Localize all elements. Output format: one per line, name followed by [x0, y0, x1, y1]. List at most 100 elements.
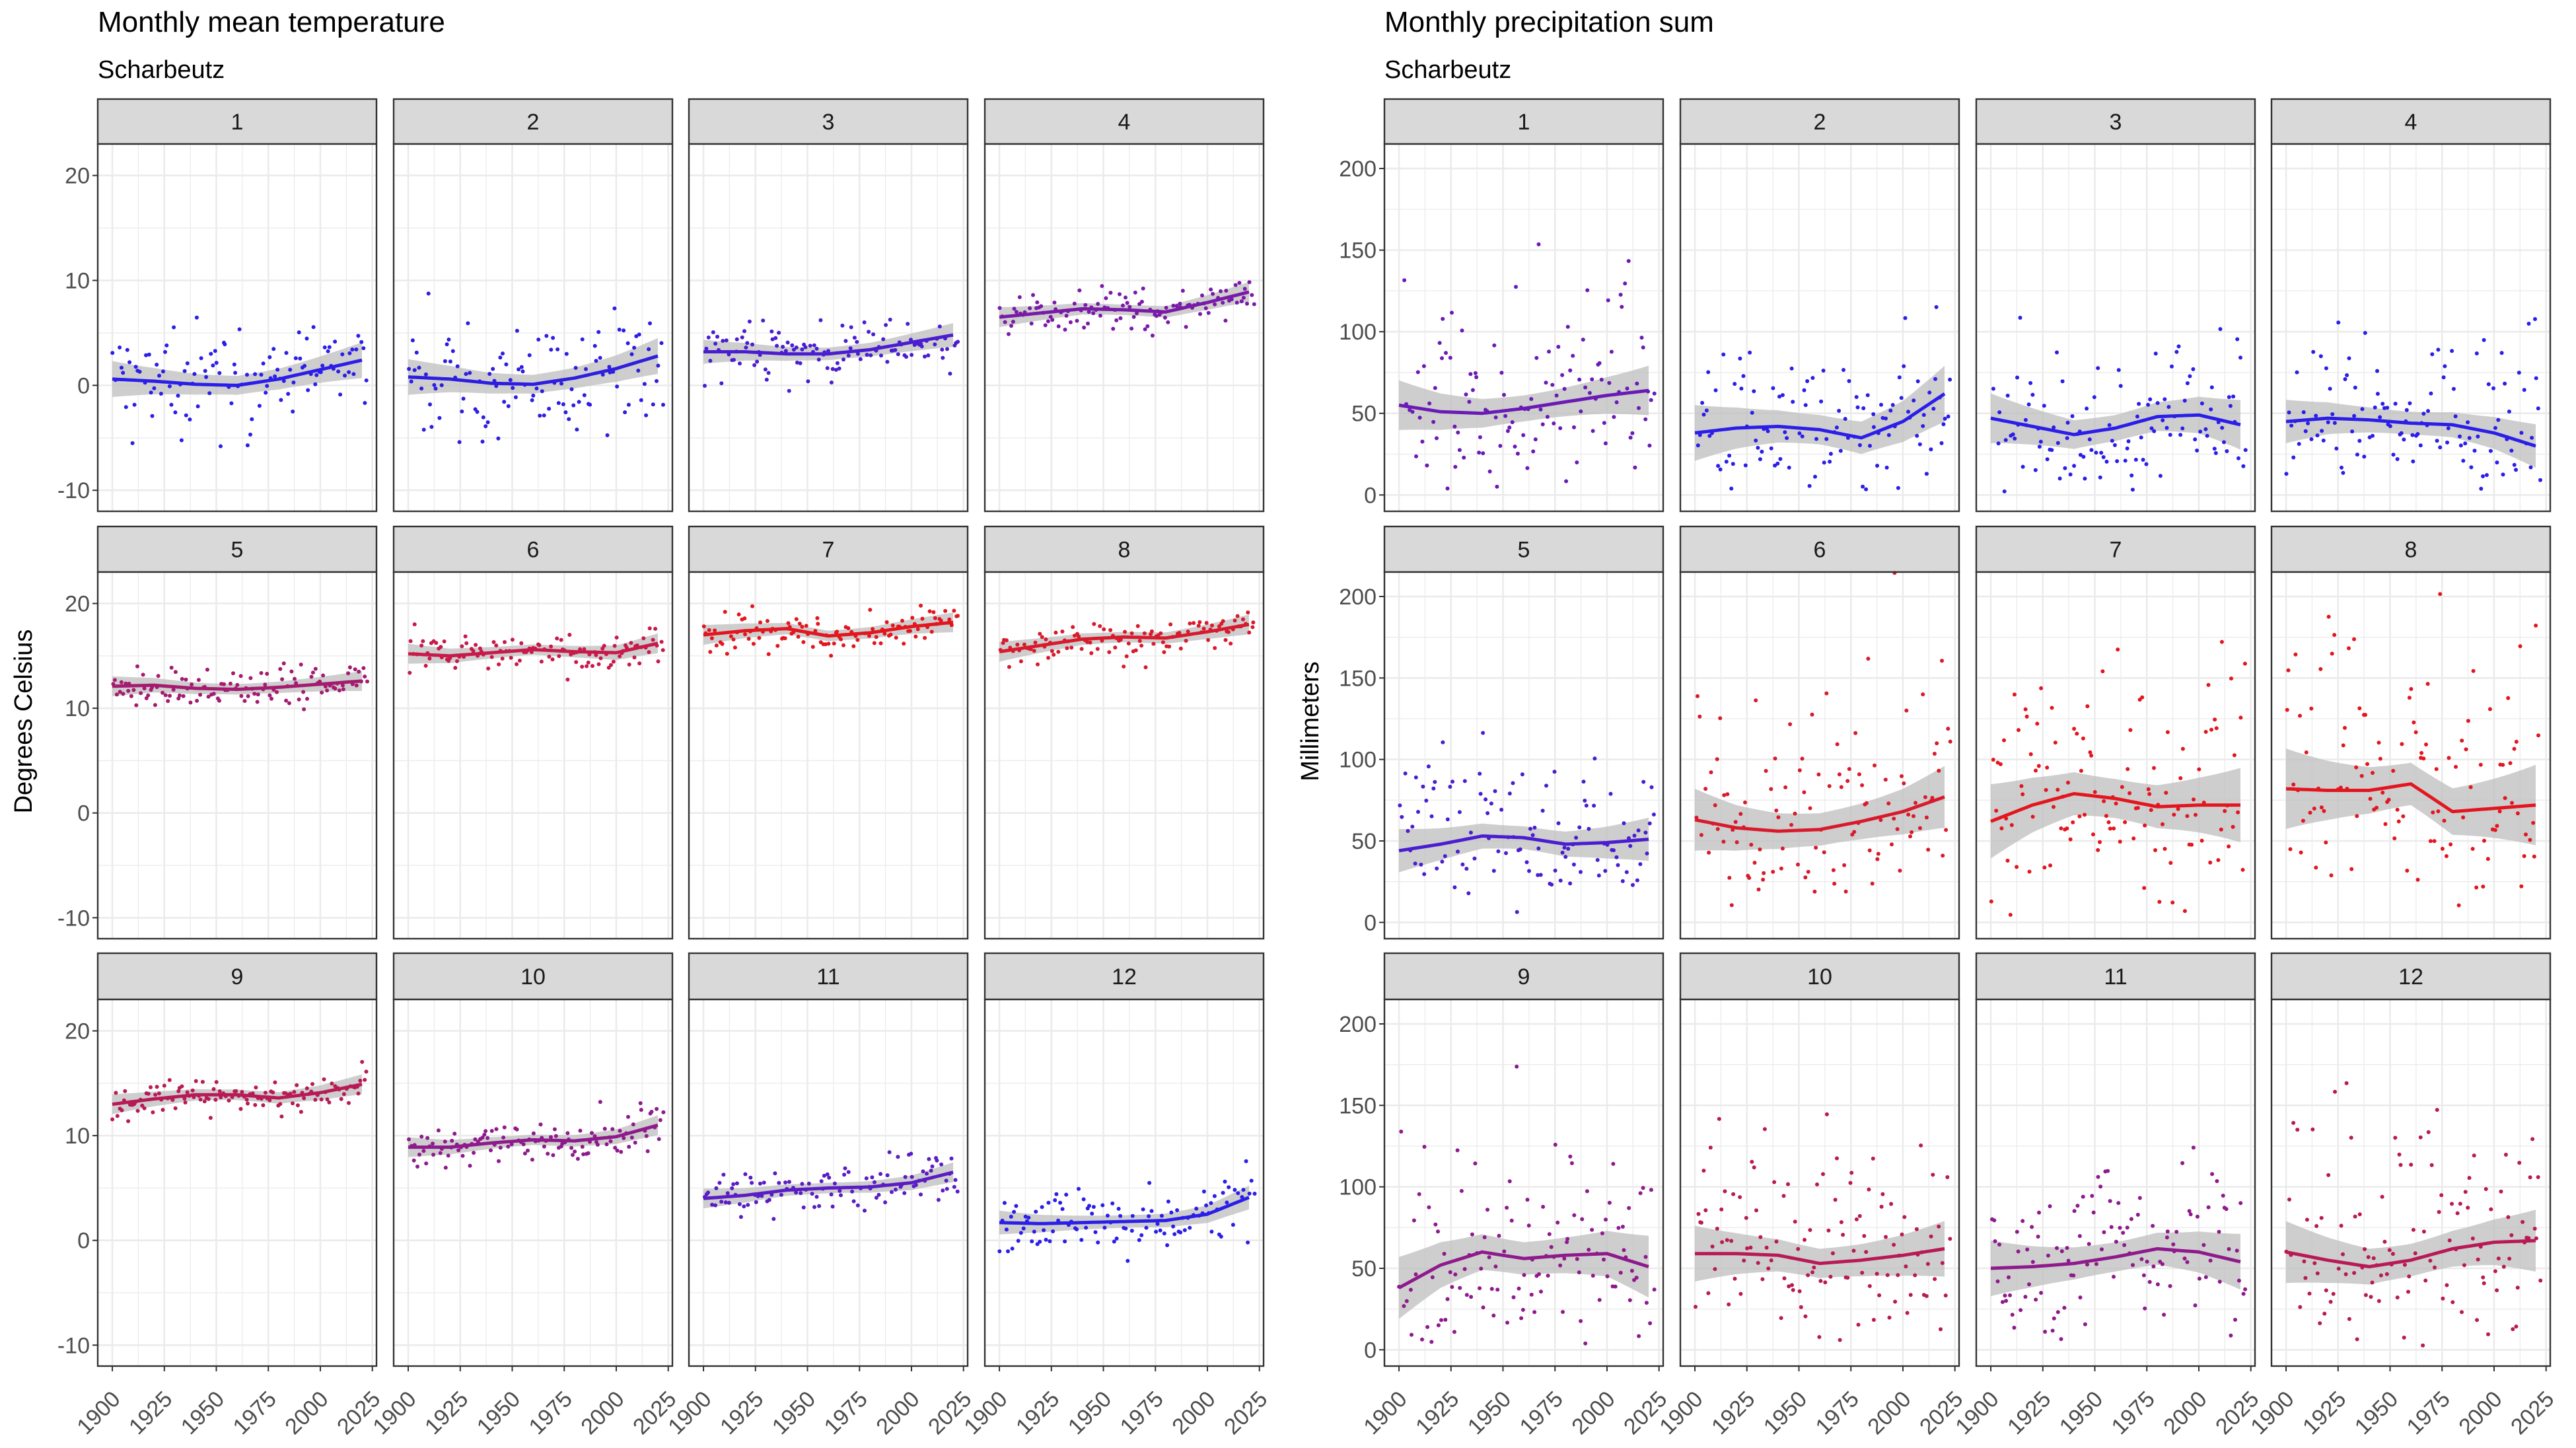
data-point: [738, 361, 742, 366]
data-point: [649, 1110, 654, 1114]
data-point: [2142, 886, 2147, 890]
data-point: [489, 1129, 494, 1133]
facet-strip: [1679, 525, 1960, 573]
data-point: [1448, 785, 1452, 789]
data-point: [2464, 747, 2468, 752]
data-point: [1643, 1254, 1648, 1259]
data-point: [2021, 464, 2025, 469]
confidence-ribbon: [1399, 817, 1649, 873]
data-point: [929, 1169, 933, 1173]
data-point: [1913, 1273, 1917, 1278]
facet-label: 1: [231, 110, 244, 135]
data-point: [1817, 1335, 1822, 1339]
data-point: [1900, 774, 1904, 778]
panel-border: [96, 998, 378, 1367]
panel-background: [394, 572, 672, 939]
data-point: [1824, 691, 1829, 696]
data-point: [2116, 368, 2121, 373]
data-point: [937, 324, 942, 329]
data-point: [607, 365, 612, 369]
data-point: [2056, 441, 2060, 445]
data-point: [1227, 1185, 1231, 1190]
data-point: [1824, 437, 1829, 441]
data-point: [1750, 1159, 1754, 1164]
data-point: [1515, 451, 1520, 456]
data-point: [1729, 903, 1734, 908]
data-point: [286, 392, 291, 396]
data-point: [1511, 781, 1515, 785]
data-point: [1472, 856, 1477, 861]
facet-strip: [1975, 952, 2256, 1001]
data-point: [184, 413, 188, 417]
data-point: [2087, 437, 2092, 442]
data-point: [2536, 1175, 2540, 1179]
data-point: [653, 626, 658, 631]
data-point: [1803, 1314, 1808, 1319]
data-point: [1113, 645, 1118, 650]
data-point: [1204, 1203, 1209, 1208]
data-point: [1470, 1232, 1474, 1237]
x-tick-label: 1975: [229, 1387, 281, 1439]
data-point: [1873, 763, 1877, 768]
smooth-line: [408, 641, 659, 658]
data-point: [142, 1106, 147, 1110]
data-point: [622, 1136, 626, 1140]
data-point: [622, 328, 626, 333]
data-point: [1240, 1195, 1244, 1200]
data-point: [1877, 1293, 1882, 1297]
data-point: [1402, 278, 1407, 283]
data-point: [1910, 830, 1914, 834]
data-point: [1145, 324, 1150, 328]
data-point: [2118, 840, 2122, 844]
data-point: [2123, 820, 2128, 824]
data-point: [268, 1098, 272, 1103]
data-point: [578, 1128, 583, 1133]
data-point: [2344, 1081, 2349, 1085]
data-point: [1892, 1243, 1896, 1247]
data-point: [1635, 878, 1639, 883]
data-point: [1603, 869, 1608, 873]
data-point: [269, 696, 273, 701]
data-point: [1787, 465, 1791, 470]
data-point: [417, 365, 421, 370]
data-point: [2456, 903, 2461, 908]
data-point: [2229, 676, 2233, 681]
data-point: [2085, 1262, 2089, 1267]
data-point: [565, 1131, 570, 1136]
data-point: [1616, 1225, 1621, 1230]
data-point: [1637, 1334, 1641, 1338]
data-point: [826, 349, 830, 353]
data-point: [1583, 385, 1588, 390]
data-point: [2421, 412, 2426, 416]
data-point: [254, 1085, 258, 1090]
data-point: [1213, 646, 1217, 650]
facet-label: 6: [527, 538, 540, 563]
data-point: [2314, 865, 2318, 870]
data-point: [468, 1163, 472, 1168]
data-point: [2004, 816, 2009, 821]
data-point: [2160, 1262, 2165, 1266]
data-point: [855, 351, 860, 356]
data-point: [1009, 1214, 1013, 1219]
data-point: [1247, 1191, 1252, 1196]
data-point: [2370, 1280, 2375, 1285]
data-point: [736, 612, 741, 617]
data-point: [2110, 439, 2114, 443]
data-point: [1114, 1236, 1119, 1241]
data-point: [466, 321, 470, 326]
data-point: [1861, 406, 1866, 410]
data-point: [511, 386, 515, 390]
data-point: [196, 404, 200, 409]
smooth-line: [2285, 1239, 2536, 1268]
data-point: [547, 406, 552, 411]
data-point: [2352, 637, 2356, 641]
data-point: [2321, 438, 2326, 443]
data-point: [638, 1101, 643, 1105]
data-point: [825, 366, 830, 371]
data-point: [1513, 445, 1517, 449]
chart-title: Monthly mean temperature: [98, 6, 445, 38]
data-point: [2375, 805, 2379, 810]
data-point: [190, 1088, 195, 1093]
data-point: [816, 357, 821, 362]
data-point: [2501, 762, 2505, 767]
